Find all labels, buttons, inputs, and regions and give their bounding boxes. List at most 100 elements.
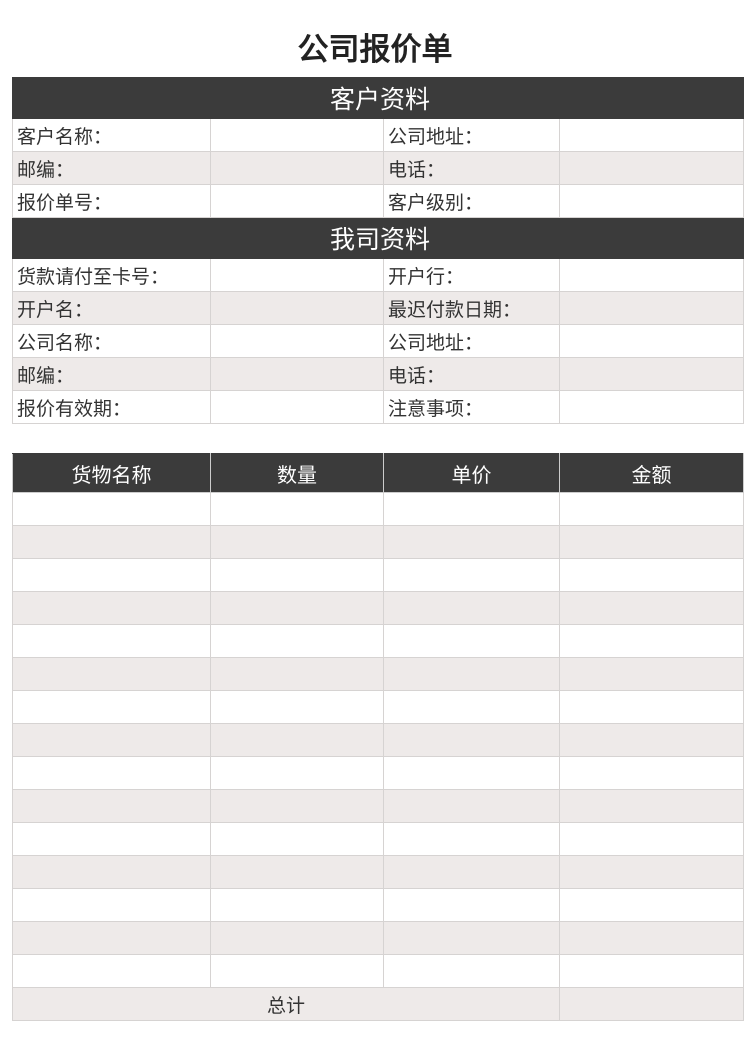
item-row <box>12 921 744 955</box>
item-cell[interactable] <box>210 921 384 955</box>
item-cell[interactable] <box>12 855 211 889</box>
item-cell[interactable] <box>383 888 560 922</box>
item-cell[interactable] <box>559 756 744 790</box>
column-header: 货物名称 <box>12 453 211 493</box>
item-cell[interactable] <box>210 690 384 724</box>
field-value[interactable] <box>210 291 384 325</box>
item-cell[interactable] <box>383 624 560 658</box>
item-cell[interactable] <box>559 888 744 922</box>
field-value[interactable] <box>558 151 745 185</box>
item-cell[interactable] <box>210 789 384 823</box>
item-cell[interactable] <box>559 855 744 889</box>
item-cell[interactable] <box>559 558 744 592</box>
item-cell[interactable] <box>383 921 560 955</box>
item-cell[interactable] <box>12 492 211 526</box>
item-cell[interactable] <box>210 723 384 757</box>
items-header-row: 货物名称 数量 单价 金额 <box>12 453 744 493</box>
item-cell[interactable] <box>383 822 560 856</box>
item-cell[interactable] <box>383 591 560 625</box>
item-cell[interactable] <box>210 855 384 889</box>
field-value[interactable] <box>210 184 384 218</box>
item-cell[interactable] <box>559 492 744 526</box>
info-row: 开户名： 最迟付款日期： <box>12 291 745 325</box>
item-cell[interactable] <box>12 525 211 559</box>
field-value[interactable] <box>558 118 745 152</box>
section-title: 客户资料 <box>11 77 745 119</box>
field-value[interactable] <box>210 390 384 424</box>
field-value[interactable] <box>210 357 384 391</box>
item-cell[interactable] <box>559 525 744 559</box>
field-value[interactable] <box>210 258 384 292</box>
item-cell[interactable] <box>12 624 211 658</box>
item-cell[interactable] <box>12 822 211 856</box>
item-cell[interactable] <box>559 921 744 955</box>
item-cell[interactable] <box>12 954 211 988</box>
item-cell[interactable] <box>559 690 744 724</box>
item-cell[interactable] <box>12 723 211 757</box>
item-cell[interactable] <box>210 657 384 691</box>
item-cell[interactable] <box>559 591 744 625</box>
field-value[interactable] <box>210 324 384 358</box>
item-cell[interactable] <box>210 756 384 790</box>
item-cell[interactable] <box>383 789 560 823</box>
item-cell[interactable] <box>559 723 744 757</box>
section-title: 我司资料 <box>11 217 745 259</box>
item-cell[interactable] <box>210 525 384 559</box>
info-row: 客户名称： 公司地址： <box>12 118 745 152</box>
field-value[interactable] <box>558 291 745 325</box>
field-label: 电话： <box>383 357 560 391</box>
field-label: 开户名： <box>12 291 211 325</box>
field-value[interactable] <box>558 324 745 358</box>
item-cell[interactable] <box>12 591 211 625</box>
item-cell[interactable] <box>383 723 560 757</box>
field-label: 电话： <box>383 151 560 185</box>
item-cell[interactable] <box>12 888 211 922</box>
field-value[interactable] <box>558 357 745 391</box>
item-cell[interactable] <box>210 558 384 592</box>
item-cell[interactable] <box>210 822 384 856</box>
info-row: 报价有效期： 注意事项： <box>12 390 745 424</box>
item-row <box>12 657 744 691</box>
item-cell[interactable] <box>383 855 560 889</box>
column-header: 金额 <box>559 453 744 493</box>
item-cell[interactable] <box>12 921 211 955</box>
item-cell[interactable] <box>210 492 384 526</box>
item-cell[interactable] <box>12 756 211 790</box>
item-cell[interactable] <box>383 525 560 559</box>
field-value[interactable] <box>210 118 384 152</box>
item-cell[interactable] <box>210 888 384 922</box>
item-cell[interactable] <box>383 690 560 724</box>
info-row: 邮编： 电话： <box>12 357 745 391</box>
item-cell[interactable] <box>383 492 560 526</box>
field-value[interactable] <box>558 390 745 424</box>
item-cell[interactable] <box>383 954 560 988</box>
item-cell[interactable] <box>559 822 744 856</box>
item-cell[interactable] <box>383 657 560 691</box>
field-value[interactable] <box>558 184 745 218</box>
field-label: 公司地址： <box>383 324 560 358</box>
item-cell[interactable] <box>12 657 211 691</box>
item-row <box>12 591 744 625</box>
field-label: 报价有效期： <box>12 390 211 424</box>
item-cell[interactable] <box>12 558 211 592</box>
item-cell[interactable] <box>559 954 744 988</box>
field-label: 客户级别： <box>383 184 560 218</box>
item-cell[interactable] <box>12 789 211 823</box>
item-cell[interactable] <box>559 657 744 691</box>
item-cell[interactable] <box>383 558 560 592</box>
total-value[interactable] <box>559 987 744 1021</box>
item-cell[interactable] <box>559 789 744 823</box>
item-row <box>12 525 744 559</box>
field-label: 邮编： <box>12 357 211 391</box>
item-cell[interactable] <box>383 756 560 790</box>
item-row <box>12 723 744 757</box>
item-cell[interactable] <box>210 624 384 658</box>
field-value[interactable] <box>210 151 384 185</box>
item-cell[interactable] <box>559 624 744 658</box>
item-cell[interactable] <box>12 690 211 724</box>
item-cell[interactable] <box>210 591 384 625</box>
info-row: 货款请付至卡号： 开户行： <box>12 258 745 292</box>
item-cell[interactable] <box>210 954 384 988</box>
total-label: 总计 <box>12 987 560 1021</box>
field-value[interactable] <box>558 258 745 292</box>
